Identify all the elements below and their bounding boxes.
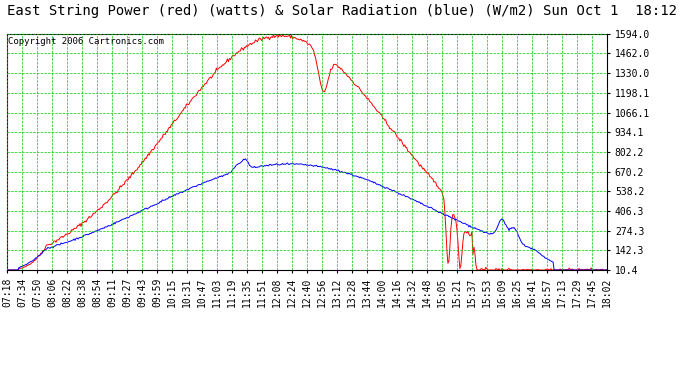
Text: East String Power (red) (watts) & Solar Radiation (blue) (W/m2) Sun Oct 1  18:12: East String Power (red) (watts) & Solar … (7, 4, 677, 18)
Text: Copyright 2006 Cartronics.com: Copyright 2006 Cartronics.com (8, 37, 164, 46)
